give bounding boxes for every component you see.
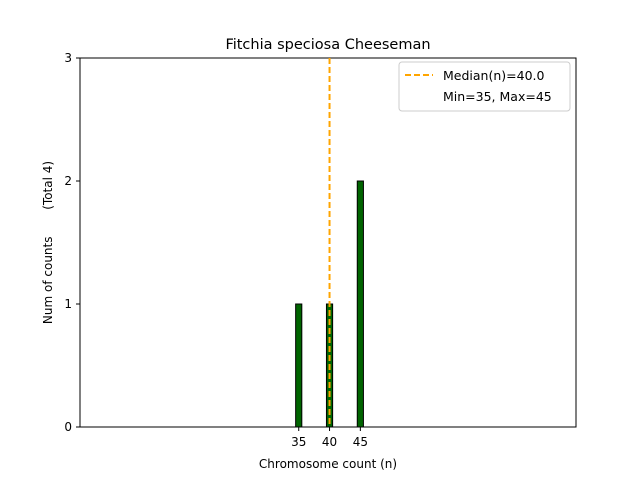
y-axis: 0 1 2 3	[64, 51, 80, 434]
legend-entry-median: Median(n)=40.0	[443, 68, 544, 83]
y-axis-label-main: Num of counts	[41, 237, 55, 325]
y-axis-label-gap	[41, 214, 55, 233]
x-tick-label-40: 40	[322, 435, 337, 449]
y-axis-label: Num of counts (Total 4)	[41, 161, 55, 324]
x-axis: 35 40 45	[291, 427, 368, 449]
y-tick-label-1: 1	[64, 297, 72, 311]
bar-45	[356, 180, 364, 428]
legend: Median(n)=40.0 Min=35, Max=45	[398, 61, 571, 112]
y-tick-label-2: 2	[64, 174, 72, 188]
legend-entry-range: Min=35, Max=45	[443, 89, 552, 104]
chart-title: Fitchia speciosa Cheeseman	[225, 37, 430, 53]
x-tick-label-35: 35	[291, 435, 306, 449]
bar-35	[295, 303, 303, 428]
bars-group	[286, 180, 379, 428]
legend-box	[398, 61, 571, 112]
x-axis-label: Chromosome count (n)	[259, 457, 397, 471]
y-tick-label-0: 0	[64, 420, 72, 434]
x-tick-label-45: 45	[353, 435, 368, 449]
y-tick-label-3: 3	[64, 51, 72, 65]
y-axis-label-total: (Total 4)	[41, 161, 55, 210]
